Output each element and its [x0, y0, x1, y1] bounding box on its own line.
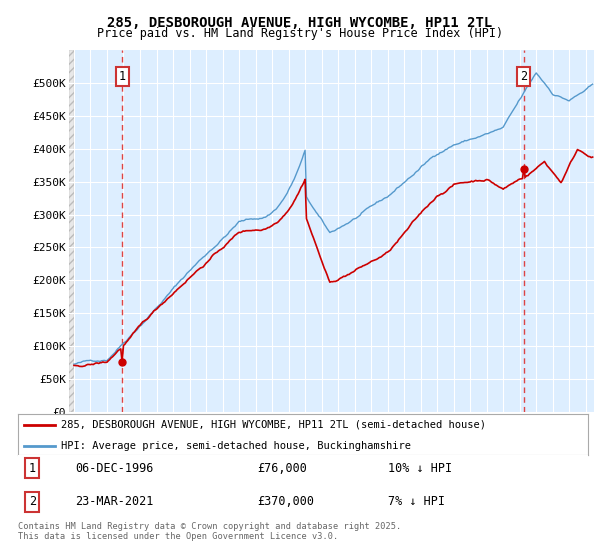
- Bar: [69, 50, 74, 412]
- Text: 06-DEC-1996: 06-DEC-1996: [75, 461, 154, 474]
- Text: Contains HM Land Registry data © Crown copyright and database right 2025.
This d: Contains HM Land Registry data © Crown c…: [18, 522, 401, 542]
- Text: £76,000: £76,000: [257, 461, 307, 474]
- Text: 10% ↓ HPI: 10% ↓ HPI: [389, 461, 452, 474]
- Bar: [69, 50, 74, 412]
- Text: 2: 2: [29, 496, 36, 508]
- Text: 1: 1: [119, 70, 126, 83]
- Text: 1: 1: [29, 461, 36, 474]
- Text: 23-MAR-2021: 23-MAR-2021: [75, 496, 154, 508]
- Text: 285, DESBOROUGH AVENUE, HIGH WYCOMBE, HP11 2TL: 285, DESBOROUGH AVENUE, HIGH WYCOMBE, HP…: [107, 16, 493, 30]
- Text: 2: 2: [520, 70, 527, 83]
- Text: Price paid vs. HM Land Registry's House Price Index (HPI): Price paid vs. HM Land Registry's House …: [97, 27, 503, 40]
- Text: £370,000: £370,000: [257, 496, 314, 508]
- Text: 7% ↓ HPI: 7% ↓ HPI: [389, 496, 445, 508]
- Text: HPI: Average price, semi-detached house, Buckinghamshire: HPI: Average price, semi-detached house,…: [61, 441, 411, 451]
- Text: 285, DESBOROUGH AVENUE, HIGH WYCOMBE, HP11 2TL (semi-detached house): 285, DESBOROUGH AVENUE, HIGH WYCOMBE, HP…: [61, 420, 486, 430]
